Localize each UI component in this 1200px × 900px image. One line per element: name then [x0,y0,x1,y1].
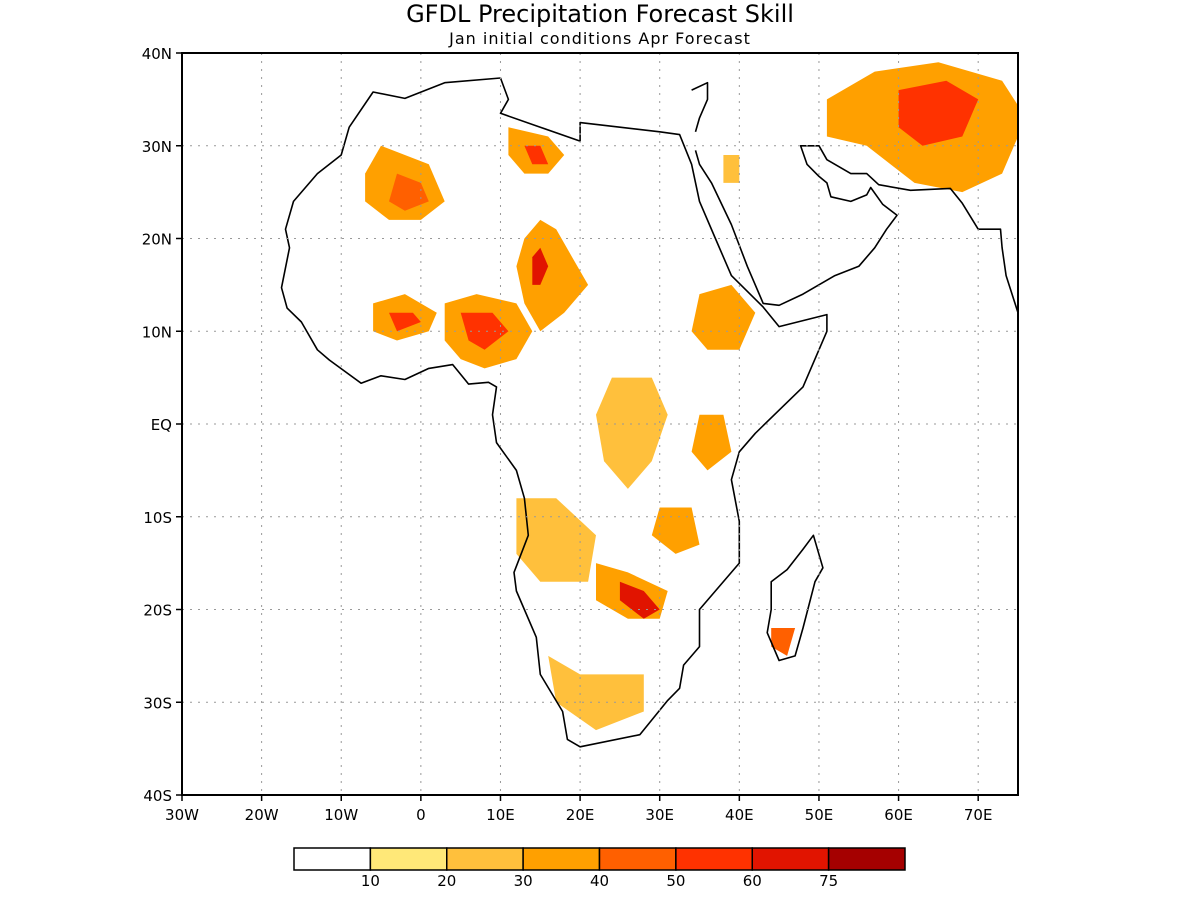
skill-region-arabia [723,155,740,183]
skill-region-sahel-central-core [532,247,549,285]
madagascar-coastline [766,534,824,662]
colorbar-label: 20 [437,872,456,890]
colorbar-swatch [598,847,677,871]
skill-region-madagascar [771,628,796,656]
lon-tick-label: 10E [486,806,515,824]
skill-region-libya-core [524,145,549,165]
coastline-layer [280,77,1018,748]
colorbar-label: 30 [514,872,533,890]
lat-tick-label: 10S [143,509,172,527]
map-plot-area [176,52,1019,801]
skill-region-east-africa [691,414,732,471]
lon-tick-label: 40E [725,806,754,824]
skill-region-nigeria-core [460,312,509,350]
lat-tick-label: 30N [142,138,172,156]
colorbar-swatch [675,847,753,871]
lon-tick-label: 20W [245,806,279,824]
latitude-tick-labels: 40N 30N 20N 10N EQ 10S 20S 30S 40S [142,45,172,805]
lon-tick-label: 30W [165,806,199,824]
lat-tick-label: 40N [142,45,172,63]
lat-tick-label: 20N [142,231,172,249]
lon-tick-label: 10W [324,806,358,824]
colorbar-label: 40 [590,872,609,890]
colorbar: 10 20 30 40 50 60 75 [293,847,906,890]
colorbar-label: 10 [361,872,380,890]
lon-tick-label: 0 [416,806,426,824]
levant-coastline [691,81,709,133]
africa-coastline [280,77,828,748]
lat-tick-label: 40S [143,787,172,805]
chart-subtitle: Jan initial conditions Apr Forecast [448,29,751,48]
colorbar-label: 50 [666,872,685,890]
lat-tick-label: 30S [143,694,172,712]
lon-tick-label: 70E [964,806,993,824]
skill-shading-layer [365,62,1018,731]
colorbar-swatch [751,847,830,871]
lon-tick-label: 60E [884,806,913,824]
skill-region-congo-east [596,377,668,489]
lat-tick-label: 20S [143,602,172,620]
gridlines [176,52,1018,801]
map-frame [181,52,1019,796]
longitude-tick-labels: 30W 20W 10W 0 10E 20E 30E 40E 50E 60E 70E [165,806,992,824]
lon-tick-label: 20E [566,806,595,824]
colorbar-swatch [293,847,372,871]
colorbar-swatch [827,847,906,871]
colorbar-label: 60 [743,872,762,890]
skill-region-sahel-central [516,219,589,332]
skill-region-angola [516,498,596,582]
lon-tick-label: 30E [645,806,674,824]
skill-region-north-africa-west-core [389,173,429,211]
lon-tick-label: 50E [805,806,834,824]
colorbar-label: 75 [819,872,838,890]
skill-region-west-africa-core [389,312,421,332]
chart-title: GFDL Precipitation Forecast Skill [406,0,794,28]
skill-region-zambia-zimbabwe-core [619,581,660,619]
lat-tick-label: EQ [151,416,172,434]
skill-region-iran-afghanistan-core [898,80,979,146]
colorbar-swatch [522,847,601,871]
colorbar-swatch [369,847,448,871]
skill-region-southern-africa [548,655,644,731]
skill-region-mozambique [651,507,700,554]
lat-tick-label: 10N [142,323,172,341]
colorbar-swatch [446,847,524,871]
arabia-coastline [694,145,1018,313]
